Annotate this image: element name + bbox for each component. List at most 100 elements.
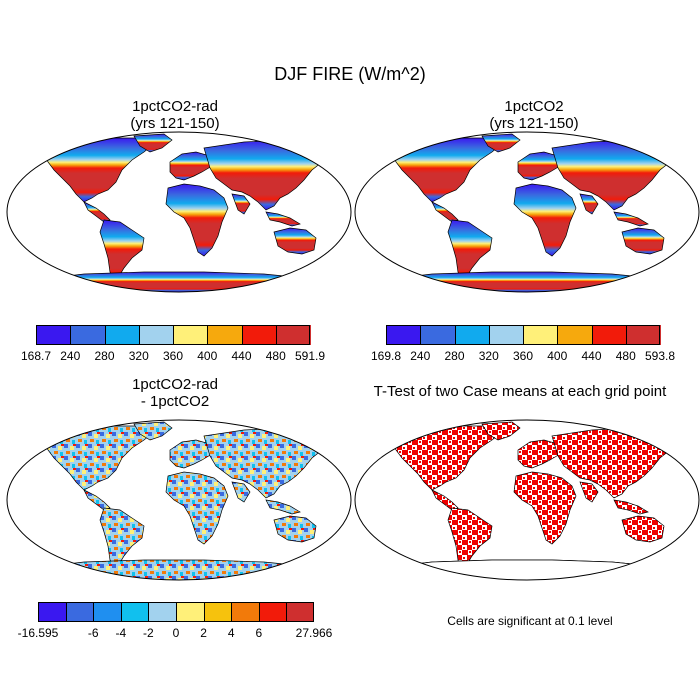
colorbar-tick-label: 240 <box>410 349 431 363</box>
colorbar-divider <box>523 325 524 345</box>
colorbar-divider <box>207 325 209 345</box>
colorbar-divider <box>203 602 205 622</box>
colorbar-divider <box>173 325 174 345</box>
colorbar-swatch <box>173 325 208 345</box>
colorbar-tick-label: 360 <box>162 349 184 363</box>
colorbar-tick-label: -2 <box>143 626 154 640</box>
colorbar-swatch <box>207 325 242 345</box>
panel-3-title: 1pctCO2-rad - 1pctCO2 <box>25 376 325 410</box>
colorbar-tick-label: 0 <box>172 626 180 640</box>
colorbar-tick-label: 360 <box>512 349 534 363</box>
colorbar-swatch <box>203 602 232 622</box>
colorbar-divider <box>231 602 233 622</box>
colorbar-tick-label: 480 <box>615 349 636 363</box>
colorbar-frame <box>36 325 310 345</box>
colorbar-divider <box>104 325 106 345</box>
colorbar-swatch <box>557 325 592 345</box>
colorbar-tick-label: 400 <box>547 349 568 363</box>
colorbar-swatch <box>488 325 524 345</box>
colorbar-tick-label: 440 <box>231 349 252 363</box>
panel-1-map <box>6 131 352 293</box>
figure-title: DJF FIRE (W/m^2) <box>274 64 426 84</box>
colorbar-tick-label: 400 <box>197 349 218 363</box>
colorbar-swatch <box>454 325 490 345</box>
colorbar-swatch <box>591 325 627 345</box>
panel-2-colorbar: 169.8 240 280 320 360 400 440 480 593.8 <box>371 325 675 365</box>
panel-3-title-line1: 1pctCO2-rad <box>132 376 218 393</box>
colorbar-divider <box>258 602 260 622</box>
colorbar-swatch <box>36 325 71 345</box>
colorbar-divider <box>120 602 122 622</box>
colorbar-frame <box>38 602 314 622</box>
colorbar-divider <box>275 325 277 345</box>
colorbar-tick-label: 4 <box>227 626 235 640</box>
panel-3-map-border <box>6 419 352 581</box>
colorbar-divider <box>65 602 67 622</box>
panel-3-title-line2: - 1pctCO2 <box>140 393 210 410</box>
colorbar-divider <box>70 325 72 345</box>
colorbar-divider <box>625 325 627 345</box>
colorbar-swatch <box>176 602 205 622</box>
colorbar-frame <box>386 325 660 345</box>
panel-1-title-line2: (yrs 121-150) <box>130 115 220 132</box>
colorbar-tick-label: 240 <box>60 349 81 363</box>
colorbar-swatch <box>386 325 421 345</box>
colorbar-divider <box>286 602 288 622</box>
significance-note: Cells are significant at 0.1 level <box>447 614 613 628</box>
colorbar-tick-label: 440 <box>581 349 602 363</box>
colorbar-swatch <box>93 602 122 622</box>
colorbar-swatch <box>286 602 315 622</box>
colorbar-divider <box>454 325 456 345</box>
colorbar-divider <box>176 602 177 622</box>
panel-3-map <box>6 419 352 581</box>
colorbar-swatch <box>625 325 661 345</box>
panel-2-map <box>354 131 700 293</box>
colorbar-tick-label: -16.595 <box>17 626 59 640</box>
colorbar-tick-label: -4 <box>115 626 127 640</box>
colorbar-swatch <box>65 602 94 622</box>
colorbar-swatch <box>38 602 67 622</box>
colorbar-tick-label: 27.966 <box>295 626 333 640</box>
colorbar-swatch <box>241 325 277 345</box>
colorbar-tick-label: 2 <box>200 626 207 640</box>
colorbar-divider <box>488 325 490 345</box>
panel-3-colorbar: -16.595 -6 -4 -2 0 2 4 6 27.966 <box>18 602 332 642</box>
colorbar-tick-label: 168.7 <box>20 349 52 363</box>
colorbar-divider <box>138 325 140 345</box>
colorbar-tick-label: 169.8 <box>370 349 402 363</box>
panel-2-title-line1: 1pctCO2 <box>504 98 564 115</box>
colorbar-swatch <box>275 325 311 345</box>
colorbar-divider <box>93 602 95 622</box>
colorbar-swatch <box>148 602 177 622</box>
colorbar-swatch <box>420 325 455 345</box>
colorbar-swatch <box>70 325 105 345</box>
panel-4-map <box>354 419 700 581</box>
colorbar-divider <box>420 325 422 345</box>
panel-2-map-border <box>354 131 700 293</box>
colorbar-tick-label: -6 <box>87 626 99 640</box>
colorbar-swatch <box>120 602 149 622</box>
panel-4-title: T-Test of two Case means at each grid po… <box>373 383 667 400</box>
colorbar-tick-label: 593.8 <box>644 349 676 363</box>
colorbar-divider <box>591 325 593 345</box>
panel-4-map-border <box>354 419 700 581</box>
colorbar-swatch <box>104 325 140 345</box>
panel-2-title: 1pctCO2 (yrs 121-150) <box>384 98 684 132</box>
colorbar-tick-label: 320 <box>478 349 499 363</box>
colorbar-swatch <box>138 325 174 345</box>
colorbar-swatch <box>258 602 287 622</box>
colorbar-tick-label: 591.9 <box>294 349 326 363</box>
panel-1-title-line1: 1pctCO2-rad <box>132 98 218 115</box>
colorbar-tick-label: 320 <box>128 349 149 363</box>
colorbar-divider <box>148 602 150 622</box>
colorbar-tick-label: 480 <box>265 349 286 363</box>
panel-2-title-line2: (yrs 121-150) <box>489 115 579 132</box>
colorbar-tick-label: 6 <box>255 626 263 640</box>
colorbar-swatch <box>231 602 260 622</box>
colorbar-tick-label: 280 <box>444 349 465 363</box>
panel-1-map-border <box>6 131 352 293</box>
colorbar-swatch <box>523 325 558 345</box>
colorbar-divider <box>557 325 559 345</box>
panel-1-colorbar: 168.7 240 280 320 360 400 440 480 591.9 <box>21 325 325 365</box>
